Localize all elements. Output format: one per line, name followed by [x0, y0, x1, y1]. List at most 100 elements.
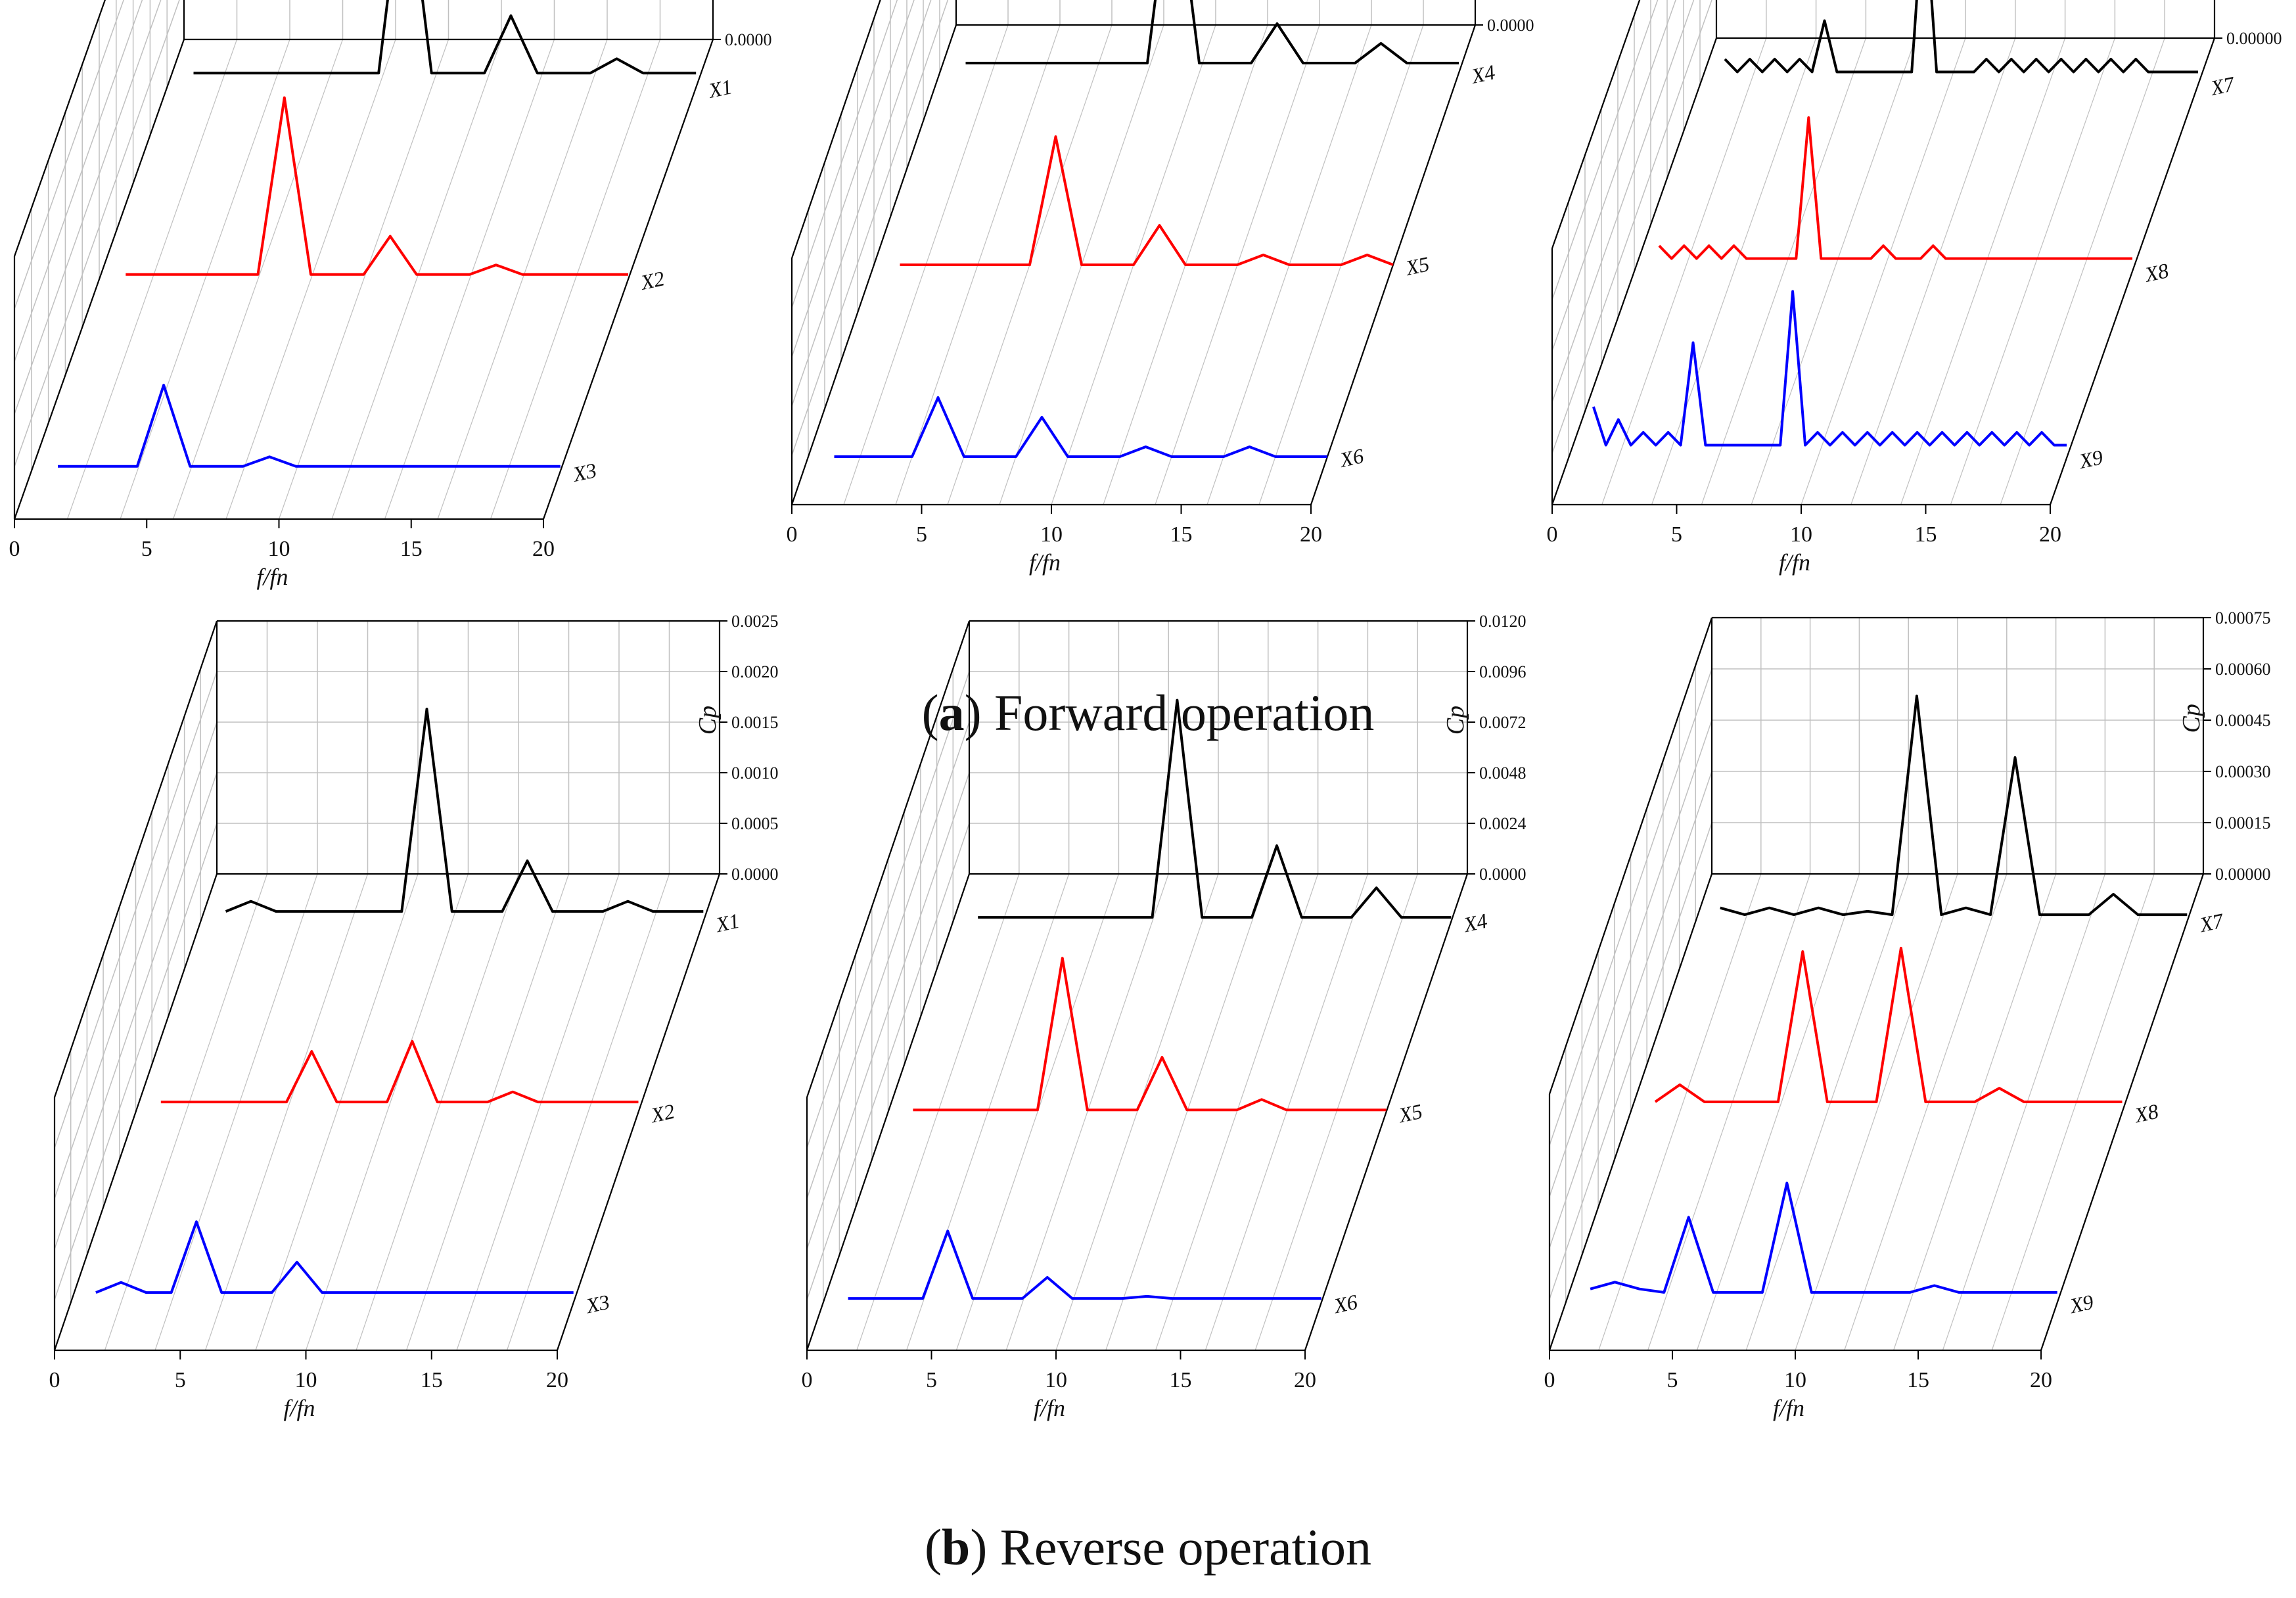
grid-line	[384, 39, 555, 520]
axis-line	[542, 39, 714, 520]
grid-line	[806, 721, 970, 1199]
series-label-x6: X6	[1337, 444, 1366, 472]
grid-line	[1696, 873, 1860, 1351]
x-tick-label: 20	[546, 1368, 568, 1392]
caption-b-letter: b	[941, 1518, 971, 1576]
x-tick-label: 10	[1790, 522, 1812, 547]
series-label-x3: X3	[570, 458, 599, 486]
series-line-x7	[1724, 0, 2198, 74]
z-tick-label: 0.0024	[1479, 814, 1527, 833]
grid-line	[1155, 873, 1319, 1351]
grid-line	[806, 772, 970, 1250]
axis-line	[1551, 37, 1718, 505]
caption-a-open: (	[921, 684, 939, 741]
series-label-x3: X3	[583, 1290, 612, 1318]
grid-line	[14, 0, 162, 415]
series-line-x6	[848, 1229, 1321, 1300]
grid-line	[1598, 873, 1762, 1351]
x-tick-label: 15	[400, 537, 423, 561]
grid-line	[1205, 873, 1368, 1351]
grid-line	[66, 39, 238, 520]
grid-line	[204, 873, 369, 1351]
grid-line	[1254, 873, 1418, 1351]
series-line-x9	[1590, 1181, 2057, 1294]
grid-line	[1055, 873, 1219, 1351]
x-tick-label: 0	[49, 1368, 60, 1392]
grid-line	[1551, 0, 1712, 454]
series-label-x2: X2	[648, 1099, 677, 1128]
grid-line	[856, 873, 1020, 1351]
grid-line	[490, 39, 661, 520]
axis-line	[13, 0, 106, 257]
series-line-x8	[1654, 946, 2123, 1103]
grid-line	[1950, 37, 2115, 505]
axis-line	[556, 873, 721, 1351]
x-tick-label: 0	[1547, 522, 1558, 547]
grid-line	[791, 0, 949, 456]
x-tick-label: 10	[268, 537, 290, 561]
grid-line	[1900, 37, 2066, 505]
z-tick-label: 0.00015	[2215, 813, 2271, 833]
axis-line	[806, 620, 971, 1098]
grid-line	[54, 671, 218, 1149]
x-tick-label: 5	[175, 1368, 186, 1392]
grid-line	[278, 39, 449, 520]
grid-line	[791, 0, 915, 357]
series-label-x7: X7	[2196, 908, 2226, 936]
z-tick-label: 0.0025	[731, 612, 779, 631]
axis-line	[1548, 617, 1713, 1095]
grid-line	[1651, 37, 1817, 505]
x-tick-label: 5	[1667, 1368, 1678, 1392]
grid-line	[255, 873, 419, 1351]
grid-line	[1601, 37, 1767, 505]
x-axis-label: f/fn	[1029, 549, 1061, 576]
series-label-x8: X8	[2132, 1099, 2161, 1128]
grid-line	[1991, 873, 2155, 1351]
x-tick-label: 5	[926, 1368, 937, 1392]
caption-forward: (a) Forward operation	[0, 683, 2296, 742]
z-tick-label: 0.0072	[1479, 713, 1527, 732]
panel-b-left: 0.0000 0.0005 0.0010 0.0015 0.0020 0.0025 Cp 0 5…	[49, 612, 779, 1421]
x-tick-label: 15	[1170, 1368, 1192, 1392]
grid-line	[14, 0, 124, 309]
x-tick-label: 15	[1915, 522, 1937, 547]
x-tick-label: 15	[1170, 522, 1193, 547]
grid-line	[1942, 873, 2105, 1351]
grid-line	[54, 823, 218, 1300]
grid-line	[506, 873, 670, 1351]
axis-line	[1548, 873, 1713, 1351]
grid-line	[1893, 873, 2057, 1351]
series-line-x4	[978, 698, 1452, 919]
panel-b-right: 0.00000 0.00015 0.00030 0.00045 0.00060 0.000…	[1544, 608, 2271, 1421]
z-tick-label: 0.00030	[2215, 762, 2271, 781]
x-tick-label: 5	[1671, 522, 1682, 547]
grid-line	[1801, 37, 1966, 505]
z-tick-label: 0.0000	[725, 30, 772, 49]
grid-line	[1551, 0, 1659, 300]
series-line-x1	[225, 708, 704, 913]
series-line-x1	[193, 0, 697, 75]
axis-line	[2049, 37, 2216, 505]
grid-line	[791, 0, 932, 407]
z-tick-label: 0.0000	[731, 865, 779, 884]
series-line-x6	[834, 396, 1327, 458]
x-axis-label: f/fn	[1773, 1395, 1804, 1421]
grid-line	[54, 772, 218, 1250]
grid-line	[1005, 873, 1169, 1351]
z-tick-label: 0.0096	[1479, 662, 1527, 681]
grid-line	[1549, 771, 1712, 1248]
series-label-x1: X1	[705, 74, 734, 103]
series-line-x2	[126, 96, 628, 276]
z-tick-label: 0.0120	[1479, 612, 1527, 631]
caption-reverse: (b) Reverse operation	[0, 1518, 2296, 1577]
series-label-x8: X8	[2142, 258, 2170, 286]
x-tick-label: 20	[2039, 522, 2061, 547]
grid-line	[1551, 0, 1695, 403]
axis-line	[1551, 0, 1641, 249]
grid-line	[331, 39, 502, 520]
grid-line	[1850, 37, 2016, 505]
caption-b-open: (	[924, 1518, 942, 1576]
panel-b-middle: 0.0000 0.0024 0.0048 0.0072 0.0096 0.0120 Cp 0 5…	[802, 612, 1527, 1421]
grid-line	[1751, 37, 1916, 505]
z-tick-label: 0.0005	[731, 814, 779, 833]
